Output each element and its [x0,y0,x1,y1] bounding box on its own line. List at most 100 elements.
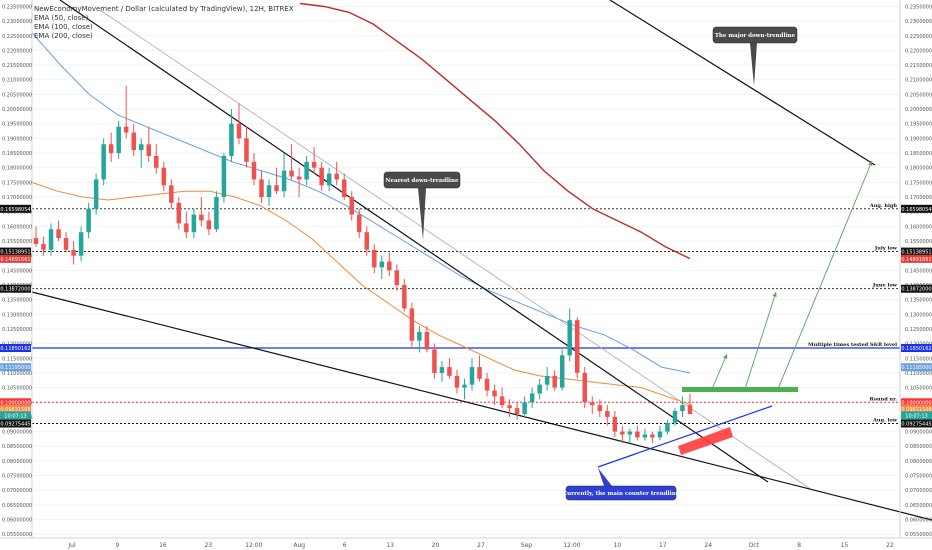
price-tick: 0.18500000 [905,151,932,157]
price-tick: 0.18000000 [905,166,932,172]
major-trendline-callout-pointer [750,43,757,86]
candle-body [574,320,580,373]
price-tick-left: 0.08000000 [2,459,32,465]
candle-body [356,214,362,233]
price-tick-left: 0.21000000 [2,78,32,84]
price-tag-right-text: 0.13872000 [901,287,931,293]
candle-body [514,408,520,414]
major-trendline-callout: The major down-trendline [712,26,798,86]
price-tick: 0.19500000 [905,122,932,128]
candle-body [71,249,76,256]
candle-body [394,270,400,285]
price-tick-left: 0.13000000 [2,312,32,318]
candle-body [116,126,121,154]
up-arrow-2 [744,291,777,390]
candle-body [402,284,407,309]
candle-body [424,331,430,350]
price-tag-left [0,284,31,293]
price-tag-left [0,398,31,407]
candle-body [650,434,655,438]
ema100-legend[interactable]: EMA (100, close) [34,23,93,31]
price-tag-left-text: 0.09831508 [0,407,30,413]
price-tick: 0.10500000 [905,386,932,392]
price-tick: 0.22000000 [905,48,932,54]
ema200-legend[interactable]: EMA (200, close) [34,32,93,40]
time-tick: Aug [293,542,305,549]
price-axis[interactable]: 0.23500000 0.23500000 0.23000000 0.23000000… [2,0,932,538]
counter-trendline-callout: Currently, the main counter trendline [563,468,680,501]
price-tag-left [0,419,31,428]
up-arrow-1-head [723,354,728,359]
time-tick: 20 [432,542,440,549]
time-tick: 8 [797,542,801,549]
price-tag-right [901,254,932,263]
price-tick: 0.13000000 [905,312,932,318]
price-tick: 0.15500000 [905,239,932,245]
candle-body [590,402,595,406]
price-tag-right [901,363,932,372]
candle-body [462,384,467,388]
candle-body [522,402,527,414]
candle-body [304,161,309,180]
price-tick: 0.21500000 [905,63,932,69]
candle-body [56,229,61,239]
time-tick: 23 [205,542,213,549]
price-tags: 0.165980540.151389510.148916610.13872000… [0,204,932,428]
candle-body [612,416,618,432]
candle-body [319,167,324,186]
candle-body [567,320,572,356]
price-tag-left [0,204,31,213]
price-tag-left-text: 0.14891661 [0,257,30,263]
up-arrow-1 [711,353,728,390]
candle-body [379,261,385,268]
price-tick-left: 0.19500000 [2,122,32,128]
price-tag-right-text: 0.09275445 [901,422,931,428]
price-tag-right [901,284,932,293]
price-tick-left: 0.22500000 [2,34,32,40]
candle-body [672,411,678,423]
ema50-legend[interactable]: EMA (50, close) [34,14,89,22]
time-tick: 27 [477,542,485,549]
candle-body [665,422,670,432]
candle-body [687,405,693,414]
candle-body [154,155,159,168]
time-axis[interactable]: Jul 9 16 23 12:00 Aug 6 13 20 27 Sep 12:00 10 17 24 Oct… [0,537,932,549]
price-tick: 0.06000000 [905,518,932,524]
price-tick-left: 0.11000000 [2,371,32,377]
major-trendline-callout-text: The major down-trendline [715,33,796,39]
price-tick-left: 0.09000000 [2,430,32,436]
price-tick: 0.09000000 [905,430,932,436]
up-arrow-2-head [772,292,777,297]
price-tag-right [901,247,932,256]
candle-body [364,232,370,250]
candle-body [492,390,497,397]
grid [32,5,900,535]
price-tick-left: 0.16000000 [2,224,32,230]
nearest-trendline-callout: Nearest down-trendline [383,171,461,240]
price-tick-left: 0.10500000 [2,386,32,392]
price-tick: 0.21000000 [905,78,932,84]
candle-body [33,238,39,244]
price-tick: 0.20500000 [905,92,932,98]
candle-body [93,179,99,209]
price-tag-right-text: 0.10000000 [901,400,931,406]
candle-body [447,367,452,376]
price-tag-right [901,404,932,413]
candle-body [387,261,392,271]
candle-body [311,161,317,168]
counter-trendline-callout-box [565,485,677,501]
symbol-title[interactable]: NewEconomyMovement / Dollar (calculated … [34,5,294,13]
price-tick-left: 0.06000000 [2,518,32,524]
price-tick-left: 0.06500000 [2,503,32,509]
candle-body [101,144,106,180]
price-tick-left: 0.18500000 [2,151,32,157]
candle-body [552,375,557,388]
ema100-line [31,32,691,374]
time-tick: Sep [521,542,533,549]
candle-body [169,185,174,203]
price-tick: 0.06500000 [905,503,932,509]
price-tag-left-text: 0.10000000 [0,400,30,406]
price-tick-left: 0.22000000 [2,48,32,54]
price-tick-left: 0.15500000 [2,239,32,245]
